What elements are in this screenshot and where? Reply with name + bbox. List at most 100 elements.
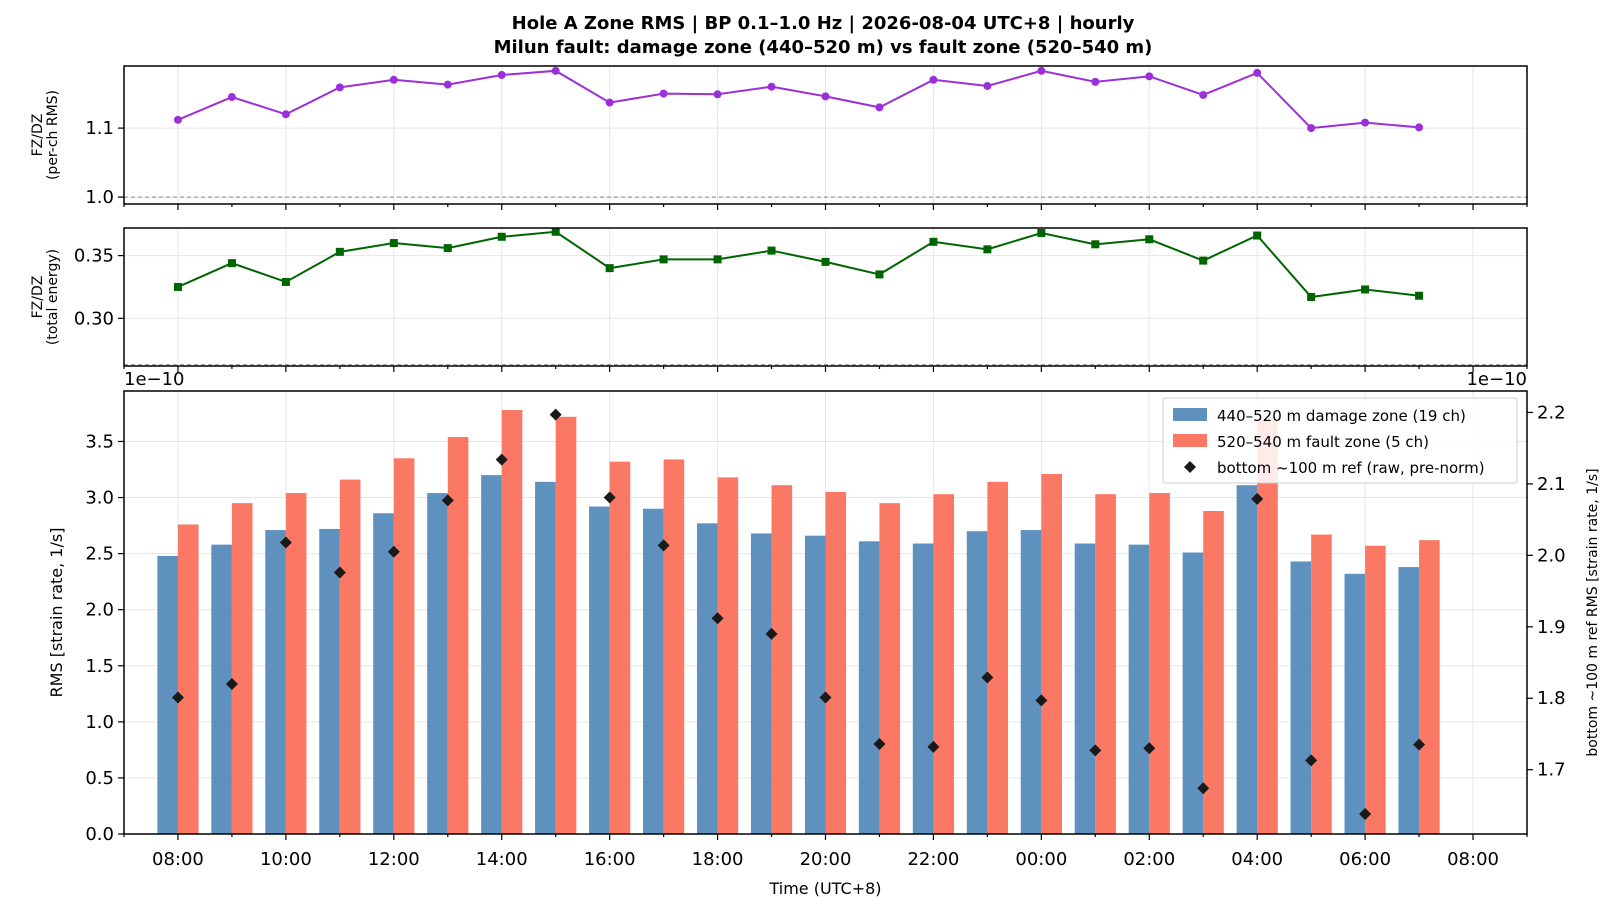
legend-swatch <box>1184 461 1196 473</box>
rms-xtick-label: 20:00 <box>800 849 852 870</box>
y-axis-label-right: bottom ~100 m ref RMS [strain rate, 1/s] <box>1585 468 1601 756</box>
ref-ytick-label: 2.1 <box>1537 474 1566 495</box>
bottom-ref-point <box>225 677 238 690</box>
ratio-rms-point <box>1307 124 1316 133</box>
damage-zone-bar <box>1398 567 1420 834</box>
rms-xtick-label: 02:00 <box>1123 849 1175 870</box>
ratio-rms-point <box>767 82 776 91</box>
bottom-ref-point <box>819 691 832 704</box>
ratio-energy-point <box>1253 231 1262 240</box>
rms-xtick-label: 00:00 <box>1015 849 1067 870</box>
ratio-energy-point <box>659 255 668 264</box>
rms-bar-panel: 0.0 0.5 1.0 1.5 2.0 2.5 3.0 3.5 1.7 1.8 1.9 2.0 2.1 2… <box>47 369 1601 898</box>
fault-zone-bar <box>933 494 955 834</box>
ratio-energy-panel: 0.30 0.35 FZ/DZ (total energy) <box>30 227 1528 372</box>
fault-zone-bar <box>771 485 793 834</box>
damage-zone-bar <box>1128 544 1150 834</box>
ratio-rms-ylabel-line: FZ/DZ <box>30 114 46 157</box>
ratio-energy-point <box>1361 285 1370 294</box>
bottom-ref-point <box>873 737 886 750</box>
ref-ytick-label: 1.8 <box>1537 688 1566 709</box>
damage-zone-bar <box>319 528 340 834</box>
ratio-energy-series-line <box>177 230 1420 299</box>
ratio-energy-point <box>1307 293 1316 301</box>
bottom-ref-point <box>549 408 562 421</box>
fault-zone-bar <box>501 410 523 834</box>
bottom-ref-point <box>711 612 724 625</box>
rms-ytick-label: 3.0 <box>85 488 114 509</box>
rms-xtick-label: 04:00 <box>1231 849 1283 870</box>
damage-zone-bar <box>1182 552 1204 834</box>
ref-ytick-label: 1.9 <box>1537 617 1566 638</box>
damage-zone-bar <box>589 506 610 834</box>
fault-zone-bar <box>609 461 631 834</box>
damage-zone-bar <box>1074 543 1096 834</box>
ratio-energy-point <box>335 247 344 256</box>
ratio-energy-point <box>1415 291 1424 300</box>
ratio-energy-point <box>713 255 722 264</box>
ratio-rms-ytick-label: 1.1 <box>85 118 114 139</box>
rms-ytick-label: 2.0 <box>85 600 114 621</box>
legend-box <box>1162 397 1518 484</box>
rms-ytick-label: 1.0 <box>85 712 114 733</box>
bottom-ref-point <box>1413 738 1426 751</box>
offset-label-right: 1e−10 <box>1466 369 1527 390</box>
ratio-rms-point <box>713 90 722 99</box>
ref-ytick-label: 2.0 <box>1537 545 1566 566</box>
rms-xtick-label: 14:00 <box>476 849 528 870</box>
rms-xtick-label: 08:00 <box>152 849 204 870</box>
bottom-ref-point <box>387 545 400 558</box>
damage-zone-bar <box>1290 561 1312 834</box>
damage-zone-bar <box>373 513 394 834</box>
fault-zone-bar <box>1149 493 1170 834</box>
damage-zone-bar <box>912 543 934 834</box>
fault-zone-bar <box>1041 473 1062 834</box>
damage-zone-bar <box>696 523 718 834</box>
offset-label-left: 1e−10 <box>124 369 185 390</box>
x-axis-label: Time (UTC+8) <box>768 879 881 898</box>
damage-zone-bar <box>265 530 286 834</box>
fault-zone-bar <box>339 479 361 834</box>
ratio-rms-point <box>227 93 236 102</box>
ratio-rms-point <box>497 70 506 79</box>
ratio-rms-point <box>929 75 938 84</box>
rms-xtick-label: 22:00 <box>907 849 959 870</box>
legend-swatch <box>1173 434 1207 447</box>
damage-zone-bar <box>804 535 826 834</box>
ratio-rms-ylabel-line: (per-ch RMS) <box>45 90 61 180</box>
fault-zone-bar <box>663 459 685 834</box>
fault-zone-bar <box>1365 545 1386 834</box>
ratio-energy-point <box>605 264 614 273</box>
legend-label: 440–520 m damage zone (19 ch) <box>1217 407 1466 425</box>
ratio-rms-point <box>605 98 614 107</box>
ratio-rms-point <box>443 80 452 89</box>
ratio-rms-point <box>875 103 884 112</box>
ratio-energy-point <box>929 237 938 246</box>
ratio-rms-ytick-label: 1.0 <box>85 187 114 208</box>
bottom-ref-point <box>765 627 778 640</box>
fault-zone-bar <box>1257 420 1278 834</box>
ratio-rms-point <box>389 75 398 84</box>
bottom-ref-point <box>1089 744 1102 757</box>
ratio-energy-point <box>983 245 992 254</box>
ratio-energy-point <box>227 259 236 268</box>
damage-zone-bar <box>1344 573 1366 834</box>
rms-ytick-label: 2.5 <box>85 544 114 565</box>
fault-zone-bar <box>825 491 847 834</box>
damage-zone-bar <box>1236 485 1258 834</box>
ratio-energy-point <box>1091 240 1100 249</box>
fault-zone-bar <box>555 416 577 834</box>
legend-swatch <box>1173 408 1207 421</box>
ratio-energy-point <box>551 227 560 236</box>
fault-zone-bar <box>177 524 199 834</box>
rms-ytick-label: 1.5 <box>85 656 114 677</box>
ratio-energy-point <box>389 239 398 248</box>
ratio-rms-point <box>1091 77 1100 86</box>
bottom-ref-point <box>441 494 454 507</box>
ratio-rms-point <box>1199 90 1208 99</box>
ratio-energy-point <box>1037 229 1046 238</box>
ratio-rms-point <box>659 89 668 98</box>
ratio-energy-point <box>1199 256 1208 265</box>
